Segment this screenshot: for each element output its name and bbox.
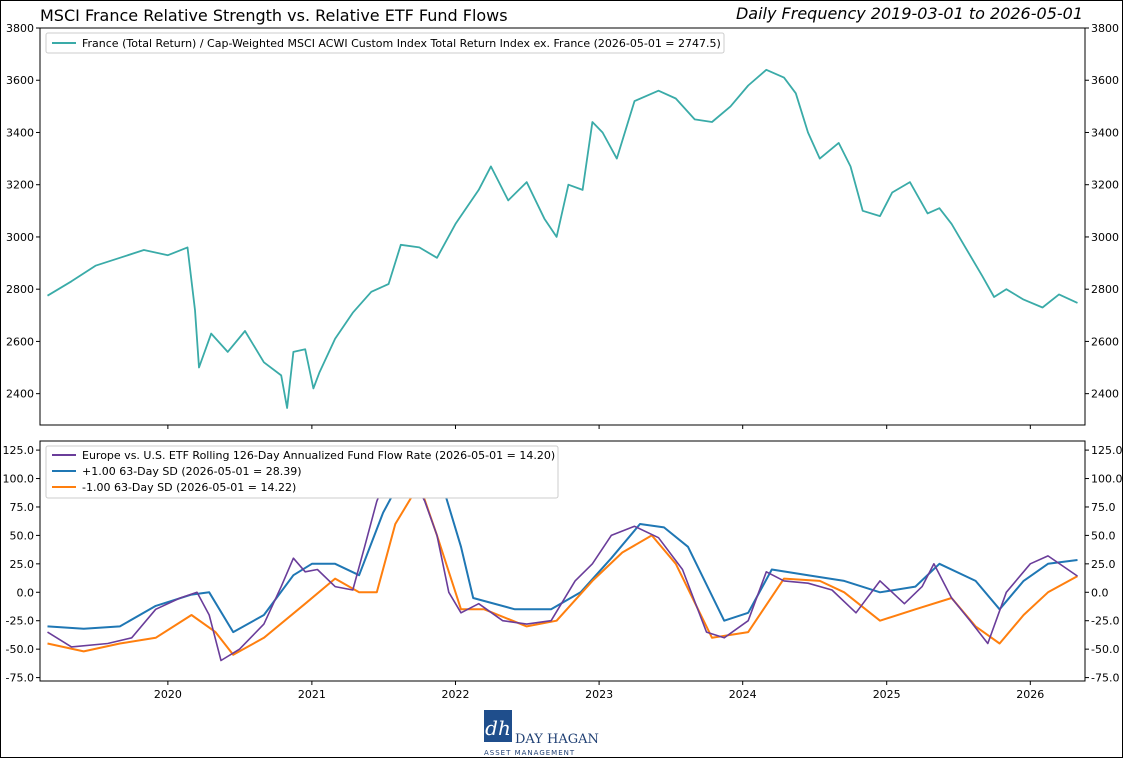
x-label-1: 2021: [298, 688, 326, 701]
x-label-0: 2020: [154, 688, 182, 701]
chart-title: MSCI France Relative Strength vs. Relati…: [40, 6, 508, 25]
bottom-y-label-left-6: 75.0: [10, 501, 35, 514]
top-panel: [39, 27, 1086, 426]
top-y-label-left-0: 2400: [6, 388, 34, 401]
top-series-group: [47, 68, 1078, 409]
legend-label-flow: Europe vs. U.S. ETF Rolling 126-Day Annu…: [82, 449, 555, 462]
series-minus-1sd: [47, 483, 1078, 656]
top-y-label-left-5: 3400: [6, 126, 34, 139]
top-y-label-left-4: 3200: [6, 179, 34, 192]
bottom-y-label-left-3: 0.0: [17, 586, 35, 599]
bottom-y-label-right-5: 50.0: [1091, 529, 1116, 542]
logo-name: DAY HAGAN: [515, 732, 599, 747]
bottom-axes: -75.0 -75.0 -50.0 -50.0 -25.0 -25.0 0.0 0.0 25.0…: [3, 444, 1123, 684]
bottom-legend: Europe vs. U.S. ETF Rolling 126-Day Annu…: [45, 445, 559, 499]
top-y-label-right-6: 3600: [1091, 74, 1119, 87]
top-y-label-left-6: 3600: [6, 74, 34, 87]
bottom-y-label-right-1: -50.0: [1091, 643, 1119, 656]
x-label-3: 2023: [585, 688, 613, 701]
series-fund-flow: [47, 455, 1078, 662]
bottom-y-label-right-6: 75.0: [1091, 501, 1116, 514]
bottom-y-label-right-2: -25.0: [1091, 615, 1119, 628]
date-range-label: Daily Frequency 2019-03-01 to 2026-05-01: [735, 4, 1083, 23]
bottom-y-label-left-7: 100.0: [3, 473, 35, 486]
top-y-label-right-7: 3800: [1091, 22, 1119, 35]
series-plus-1sd: [47, 466, 1078, 634]
day-hagan-logo: dh DAY HAGAN ASSET MANAGEMENT: [484, 710, 599, 757]
top-y-label-left-1: 2600: [6, 335, 34, 348]
bottom-y-label-left-0: -75.0: [6, 672, 34, 685]
legend-label-lower: -1.00 63-Day SD (2026-05-01 = 14.22): [82, 481, 296, 494]
bottom-series-group: [47, 455, 1078, 662]
top-y-label-right-4: 3200: [1091, 179, 1119, 192]
bottom-y-label-left-2: -25.0: [6, 615, 34, 628]
top-y-label-left-7: 3800: [6, 22, 34, 35]
logo-mark-text: dh: [485, 716, 511, 740]
logo-subtitle: ASSET MANAGEMENT: [484, 749, 575, 757]
bottom-y-label-right-7: 100.0: [1091, 473, 1123, 486]
top-y-label-right-2: 2800: [1091, 283, 1119, 296]
top-y-label-left-3: 3000: [6, 231, 34, 244]
top-legend: France (Total Return) / Cap-Weighted MSC…: [45, 32, 725, 54]
x-axis: 2020 2021 2022 2023 2024 2025 2026: [154, 425, 1044, 701]
top-axes: 2400 2400 2600 2600 2800 2800 3000 3000 3200 3200…: [6, 22, 1119, 401]
bottom-y-label-right-4: 25.0: [1091, 558, 1116, 571]
legend-label-upper: +1.00 63-Day SD (2026-05-01 = 28.39): [82, 465, 302, 478]
bottom-y-label-left-1: -50.0: [6, 643, 34, 656]
top-y-label-left-2: 2800: [6, 283, 34, 296]
x-label-5: 2025: [873, 688, 901, 701]
x-label-6: 2026: [1016, 688, 1044, 701]
legend-label-rs: France (Total Return) / Cap-Weighted MSC…: [82, 37, 721, 50]
top-y-label-right-3: 3000: [1091, 231, 1119, 244]
logo-mark: [484, 710, 512, 742]
bottom-y-label-right-0: -75.0: [1091, 672, 1119, 685]
top-y-label-right-1: 2600: [1091, 335, 1119, 348]
x-label-4: 2024: [729, 688, 757, 701]
series-relative-strength: [47, 68, 1078, 409]
bottom-y-label-right-3: 0.0: [1091, 586, 1109, 599]
bottom-y-label-left-5: 50.0: [10, 529, 35, 542]
bottom-y-label-left-8: 125.0: [3, 444, 35, 457]
bottom-y-label-right-8: 125.0: [1091, 444, 1123, 457]
top-y-label-right-5: 3400: [1091, 126, 1119, 139]
x-label-2: 2022: [441, 688, 469, 701]
top-y-label-right-0: 2400: [1091, 388, 1119, 401]
bottom-y-label-left-4: 25.0: [10, 558, 35, 571]
